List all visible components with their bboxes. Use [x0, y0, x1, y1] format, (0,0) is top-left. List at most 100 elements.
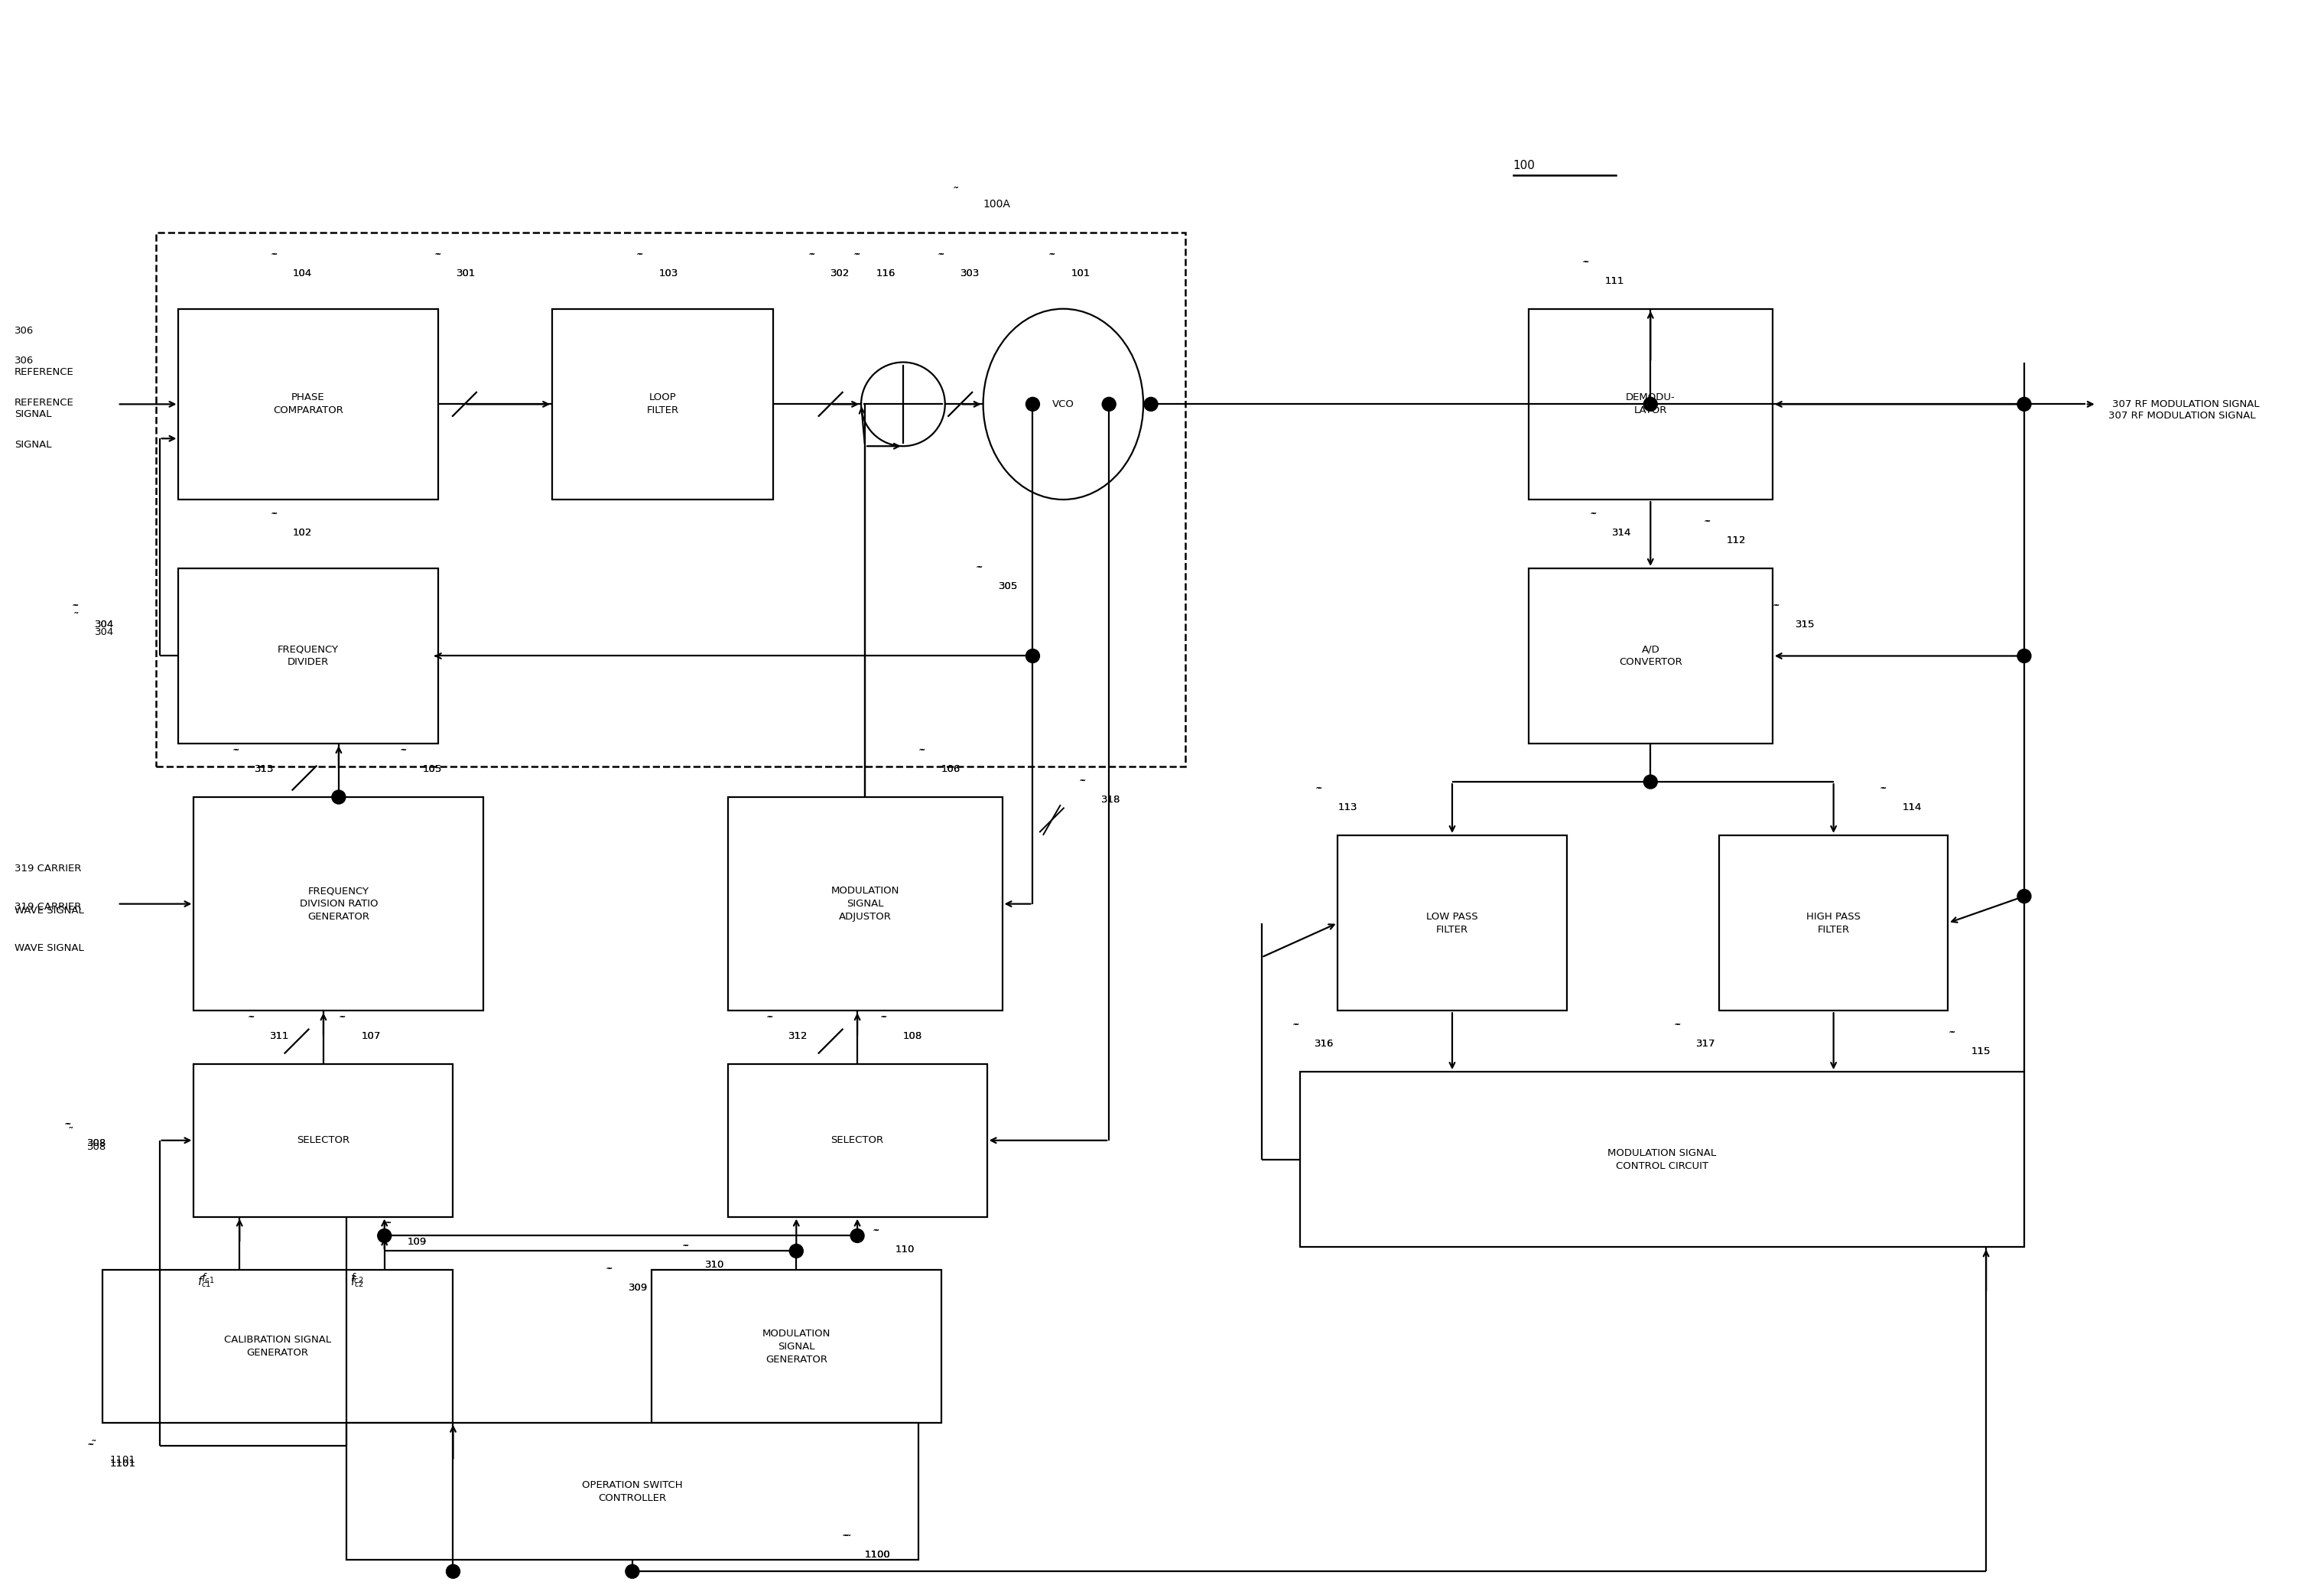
Text: ˜: ˜	[65, 1122, 70, 1135]
Bar	[651, 1270, 941, 1423]
Text: ˜: ˜	[272, 254, 277, 265]
Text: 1100: 1100	[865, 1550, 890, 1560]
Text: 103: 103	[660, 268, 679, 279]
Text: 304: 304	[95, 628, 114, 637]
Text: ˜: ˜	[1590, 512, 1594, 525]
Text: ˜: ˜	[1773, 604, 1778, 615]
Bar	[553, 309, 774, 499]
Text: $f_{c2}$: $f_{c2}$	[351, 1273, 363, 1285]
Text: ˜: ˜	[383, 1222, 390, 1233]
Circle shape	[332, 791, 346, 804]
Text: ˜: ˜	[1773, 604, 1780, 615]
Bar	[156, 233, 1185, 767]
Text: ˜: ˜	[1706, 520, 1710, 531]
Text: 110: 110	[895, 1244, 916, 1255]
Text: ˜: ˜	[1078, 780, 1085, 791]
Text: ˜: ˜	[953, 187, 960, 200]
Text: ˜: ˜	[1292, 1024, 1297, 1035]
Text: ˜: ˜	[91, 1439, 98, 1450]
Text: ˜: ˜	[435, 254, 439, 265]
Circle shape	[376, 1228, 390, 1243]
Text: 303: 303	[960, 268, 981, 279]
Ellipse shape	[983, 309, 1143, 499]
Text: 100: 100	[1513, 160, 1536, 171]
Text: 303: 303	[960, 268, 981, 279]
Text: ˜: ˜	[874, 1230, 881, 1241]
Text: 315: 315	[1796, 620, 1815, 629]
Text: ˜: ˜	[402, 750, 407, 761]
Text: ˜: ˜	[918, 750, 925, 761]
Text: REFERENCE: REFERENCE	[14, 368, 74, 377]
Text: 107: 107	[363, 1032, 381, 1041]
Text: 105: 105	[423, 764, 442, 773]
Text: ˜: ˜	[246, 1016, 253, 1027]
Text: 316: 316	[1315, 1038, 1334, 1049]
Text: 301: 301	[458, 268, 476, 279]
Text: FREQUENCY
DIVIDER: FREQUENCY DIVIDER	[277, 645, 339, 667]
Bar	[1529, 567, 1773, 743]
Circle shape	[1025, 398, 1039, 411]
Text: ˜: ˜	[637, 254, 641, 265]
Text: ˜: ˜	[809, 254, 816, 265]
Text: MODULATION
SIGNAL
GENERATOR: MODULATION SIGNAL GENERATOR	[762, 1328, 830, 1365]
Text: ˜: ˜	[86, 1444, 93, 1455]
Text: 318: 318	[1102, 794, 1120, 805]
Text: 114: 114	[1901, 802, 1922, 813]
Text: ˜: ˜	[249, 1016, 256, 1027]
Circle shape	[446, 1564, 460, 1579]
Text: HIGH PASS
FILTER: HIGH PASS FILTER	[1806, 911, 1862, 935]
Text: ˜: ˜	[339, 1016, 346, 1027]
Text: ˜: ˜	[1592, 512, 1597, 525]
Text: 100A: 100A	[983, 200, 1011, 209]
Text: 312: 312	[788, 1032, 809, 1041]
Text: $f_{c1}$: $f_{c1}$	[202, 1273, 214, 1285]
Text: LOOP
FILTER: LOOP FILTER	[646, 393, 679, 415]
Circle shape	[2017, 398, 2031, 411]
Text: 109: 109	[407, 1238, 428, 1247]
Text: 313: 313	[256, 764, 274, 773]
Text: 318: 318	[1102, 794, 1120, 805]
Bar	[727, 797, 1002, 1011]
Text: 305: 305	[999, 582, 1018, 591]
Text: 314: 314	[1613, 528, 1631, 537]
Text: ˜: ˜	[65, 1122, 72, 1135]
Text: ˜: ˜	[1081, 780, 1085, 791]
Text: ˜: ˜	[435, 254, 442, 265]
Text: ˜: ˜	[1950, 1032, 1954, 1043]
Text: 112: 112	[1727, 536, 1745, 545]
Text: ˜: ˜	[976, 566, 981, 577]
Text: ˜: ˜	[681, 1244, 688, 1257]
Text: ˜: ˜	[1703, 520, 1710, 531]
Text: A/D
CONVERTOR: A/D CONVERTOR	[1620, 645, 1683, 667]
Text: ˜: ˜	[844, 1534, 848, 1547]
Text: ˜: ˜	[1315, 788, 1320, 799]
Bar	[179, 309, 437, 499]
Text: SIGNAL: SIGNAL	[14, 409, 51, 420]
Text: 101: 101	[1071, 268, 1090, 279]
Text: ˜: ˜	[74, 612, 79, 623]
Circle shape	[862, 363, 946, 445]
Text: PHASE
COMPARATOR: PHASE COMPARATOR	[272, 393, 344, 415]
Text: ˜: ˜	[1315, 788, 1322, 799]
Text: LOW PASS
FILTER: LOW PASS FILTER	[1427, 911, 1478, 935]
Text: 111: 111	[1606, 276, 1624, 285]
Text: 106: 106	[941, 764, 960, 773]
Bar	[102, 1270, 453, 1423]
Text: 309: 309	[627, 1282, 648, 1293]
Text: 102: 102	[293, 528, 311, 537]
Text: ˜: ˜	[1880, 788, 1887, 799]
Text: 316: 316	[1315, 1038, 1334, 1049]
Text: VCO: VCO	[1053, 399, 1074, 409]
Text: 106: 106	[941, 764, 960, 773]
Text: ˜: ˜	[74, 604, 79, 615]
Text: 102: 102	[293, 528, 311, 537]
Text: 116: 116	[876, 268, 895, 279]
Text: REFERENCE: REFERENCE	[14, 398, 74, 407]
Text: 302: 302	[830, 268, 851, 279]
Text: ˜: ˜	[872, 1230, 878, 1241]
Text: 1101: 1101	[109, 1458, 135, 1468]
Text: 110: 110	[895, 1244, 916, 1255]
Text: 1100: 1100	[865, 1550, 890, 1560]
Text: 116: 116	[876, 268, 895, 279]
Text: CALIBRATION SIGNAL
GENERATOR: CALIBRATION SIGNAL GENERATOR	[223, 1335, 332, 1358]
